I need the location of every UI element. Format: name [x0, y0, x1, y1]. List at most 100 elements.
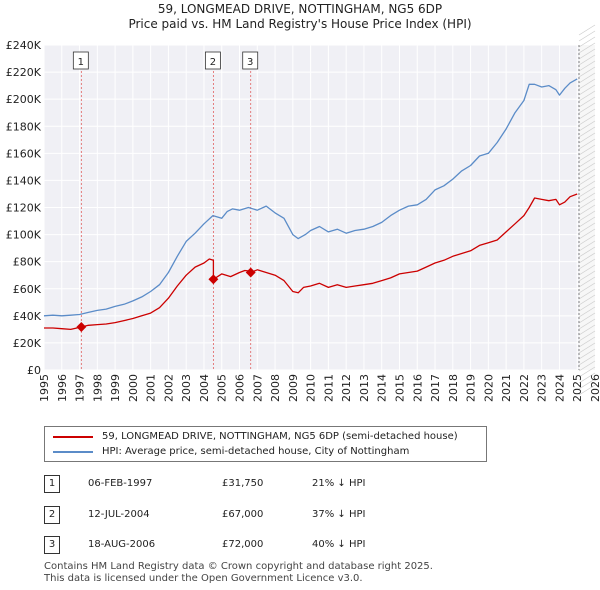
- forecast-hatch: [578, 138, 596, 150]
- chart-subtitle: Price paid vs. HM Land Registry's House …: [128, 17, 472, 31]
- forecast-hatch: [578, 360, 596, 372]
- table-row: 2 12-JUL-2004 £67,000 37% ↓ HPI: [0, 506, 600, 524]
- chart-legend: 59, LONGMEAD DRIVE, NOTTINGHAM, NG5 6DP …: [44, 426, 487, 462]
- x-tick-label: 2017: [429, 374, 442, 402]
- x-tick-label: 2022: [518, 374, 531, 402]
- forecast-hatch: [578, 198, 596, 210]
- sale-marker-badge: 2: [44, 506, 60, 524]
- x-tick-label: 2013: [358, 374, 371, 402]
- forecast-hatch: [578, 294, 596, 306]
- x-tick-label: 1999: [109, 374, 122, 402]
- forecast-hatch: [578, 30, 596, 42]
- forecast-hatch: [578, 186, 596, 198]
- sale-marker-badge: 3: [44, 536, 60, 554]
- forecast-hatch: [578, 60, 596, 72]
- x-tick-label: 1996: [56, 374, 69, 402]
- sale-marker-number: 1: [78, 57, 84, 68]
- hpi-line: [43, 78, 578, 317]
- y-tick-label: £180K: [6, 120, 42, 133]
- x-tick-label: 2021: [500, 374, 513, 402]
- forecast-hatch: [578, 366, 596, 378]
- sale-point: [208, 274, 219, 285]
- forecast-hatch: [578, 108, 596, 120]
- forecast-hatch: [578, 252, 596, 264]
- x-tick-label: 2002: [162, 374, 175, 402]
- x-tick-label: 2023: [536, 374, 549, 402]
- sale-hpi-diff: 21% ↓ HPI: [312, 478, 366, 489]
- price-chart: 1 2 3 £0 £20K £40K £60K £80K £100K £120K £140K £16…: [6, 24, 600, 402]
- forecast-hatch: [578, 174, 596, 186]
- x-tick-label: 2012: [340, 374, 353, 402]
- forecast-hatch: [578, 162, 596, 174]
- x-tick-label: 2010: [305, 374, 318, 402]
- x-tick-label: 1995: [38, 374, 51, 402]
- forecast-hatch: [578, 330, 596, 342]
- sale-marker-badge: 1: [44, 475, 60, 493]
- table-row: 3 18-AUG-2006 £72,000 40% ↓ HPI: [0, 536, 600, 554]
- forecast-hatch: [578, 336, 596, 348]
- sale-marker-label: 1: [72, 51, 89, 70]
- forecast-hatch: [578, 24, 596, 36]
- sale-point: [245, 267, 256, 278]
- y-tick-label: £120K: [6, 202, 42, 215]
- forecast-hatch: [578, 84, 596, 96]
- forecast-hatch: [578, 216, 596, 228]
- forecast-hatch: [578, 222, 596, 234]
- forecast-hatch: [578, 144, 596, 156]
- forecast-hatch: [578, 276, 596, 288]
- sale-date: 18-AUG-2006: [88, 539, 156, 550]
- forecast-hatch: [578, 228, 596, 240]
- y-tick-label: £0: [27, 364, 41, 377]
- y-tick-label: £20K: [13, 337, 42, 350]
- x-tick-label: 2009: [287, 374, 300, 402]
- x-tick-label: 2005: [216, 374, 229, 402]
- forecast-hatch: [578, 156, 596, 168]
- forecast-hatch: [578, 234, 596, 246]
- forecast-hatch: [578, 348, 596, 360]
- x-tick-label: 2008: [269, 374, 282, 402]
- forecast-hatch: [578, 204, 596, 216]
- x-tick-label: 2006: [234, 374, 247, 402]
- x-tick-label: 2024: [553, 374, 566, 402]
- forecast-hatch: [578, 240, 596, 252]
- property-price-line: [44, 193, 578, 331]
- forecast-hatch: [578, 96, 596, 108]
- y-tick-label: £220K: [6, 66, 42, 79]
- x-tick-label: 2025: [571, 374, 584, 402]
- forecast-hatch: [578, 300, 596, 312]
- forecast-hatch: [578, 264, 596, 276]
- forecast-hatch: [578, 258, 596, 270]
- y-tick-label: £140K: [6, 174, 42, 187]
- forecast-hatch: [578, 318, 596, 330]
- forecast-hatch: [578, 306, 596, 318]
- forecast-hatch: [578, 132, 596, 144]
- forecast-hatch: [578, 36, 596, 48]
- forecast-hatch: [578, 192, 596, 204]
- sale-hpi-diff: 40% ↓ HPI: [312, 539, 366, 550]
- x-tick-label: 2014: [376, 374, 389, 402]
- y-tick-label: £160K: [6, 147, 42, 160]
- footer-copyright: Contains HM Land Registry data © Crown c…: [44, 561, 433, 572]
- forecast-hatch: [578, 342, 596, 354]
- sale-marker-label: 2: [204, 51, 221, 70]
- forecast-hatch: [578, 54, 596, 66]
- forecast-hatch: [578, 78, 596, 90]
- sale-price: £67,000: [222, 509, 264, 520]
- x-tick-label: 2026: [589, 374, 600, 402]
- x-tick-label: 2015: [393, 374, 406, 402]
- forecast-hatch: [578, 66, 596, 78]
- x-tick-label: 2001: [145, 374, 158, 402]
- x-tick-label: 2011: [322, 374, 335, 402]
- forecast-hatch: [578, 246, 596, 258]
- forecast-hatch: [578, 282, 596, 294]
- legend-swatch-hpi: [53, 451, 93, 453]
- sale-price: £31,750: [222, 478, 264, 489]
- forecast-hatch: [578, 270, 596, 282]
- legend-swatch-property: [53, 436, 93, 438]
- forecast-hatch: [578, 42, 596, 54]
- x-tick-label: 2020: [482, 374, 495, 402]
- forecast-hatch: [578, 354, 596, 366]
- forecast-hatch: [578, 372, 596, 384]
- y-tick-label: £80K: [13, 256, 42, 269]
- forecast-hatch: [578, 168, 596, 180]
